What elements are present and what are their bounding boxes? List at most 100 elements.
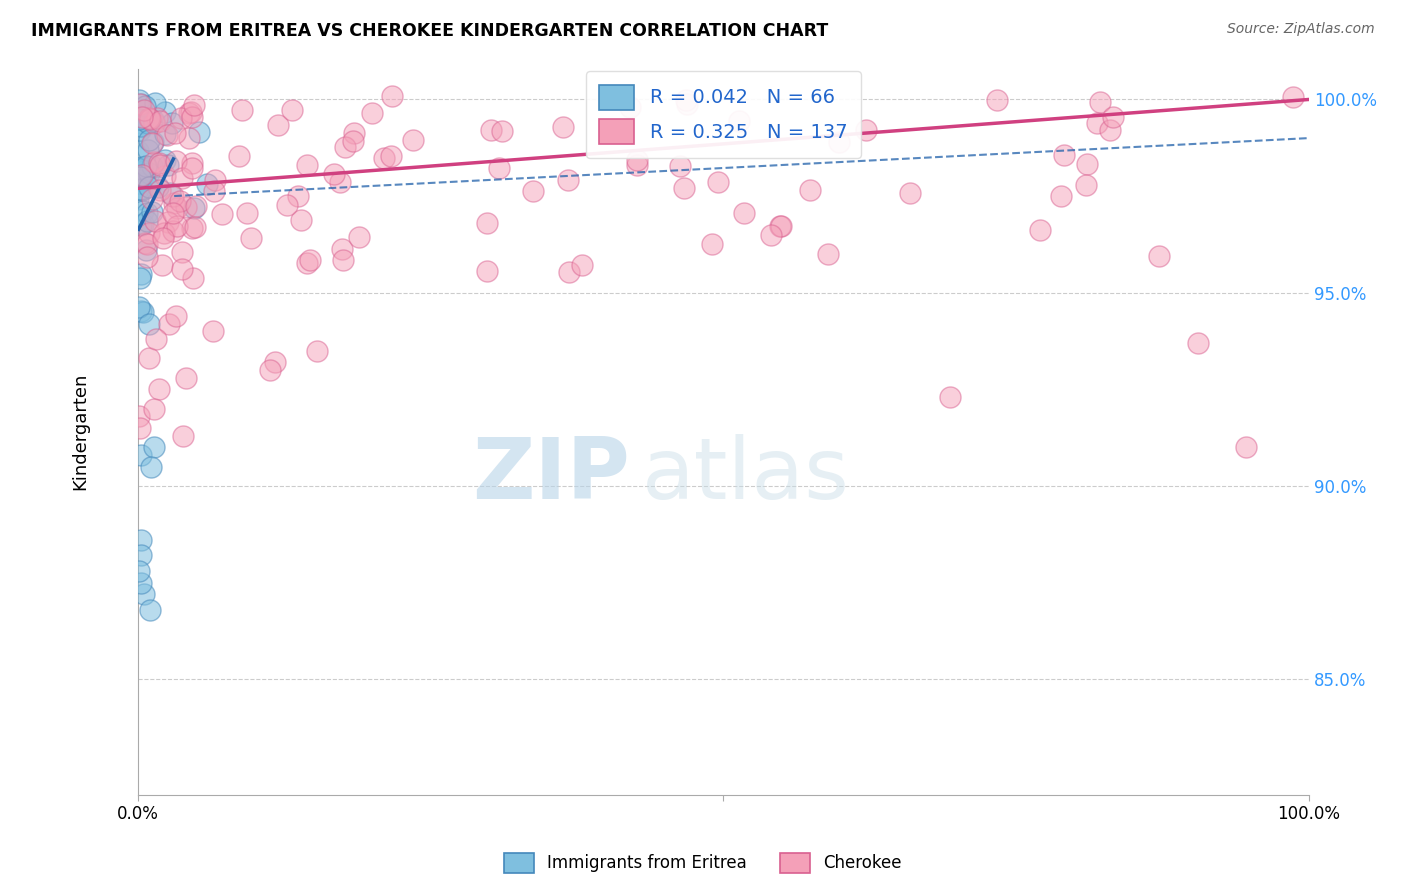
Point: [153, 169, 176, 183]
Point: [184, 199, 207, 213]
Point: [134, 236, 156, 251]
Point: [488, 161, 510, 175]
Point: [132, 203, 155, 218]
Point: [138, 132, 160, 146]
Point: [675, 97, 697, 112]
Point: [138, 351, 160, 366]
Point: [166, 219, 188, 234]
Point: [129, 116, 152, 130]
Point: [727, 113, 749, 128]
Point: [129, 271, 152, 285]
Point: [202, 184, 225, 198]
Point: [239, 231, 262, 245]
Point: [759, 228, 782, 243]
Point: [129, 182, 152, 196]
Point: [898, 186, 921, 201]
Point: [201, 324, 224, 338]
Point: [181, 221, 204, 235]
Point: [188, 125, 211, 139]
Point: [184, 220, 207, 235]
Point: [169, 194, 191, 209]
Point: [522, 184, 544, 198]
Point: [155, 153, 177, 168]
Point: [129, 421, 152, 435]
Point: [1050, 188, 1073, 202]
Point: [204, 172, 226, 186]
Point: [129, 304, 152, 318]
Point: [557, 173, 579, 187]
Point: [138, 317, 160, 331]
Point: [141, 205, 163, 219]
Point: [142, 440, 165, 454]
Point: [136, 214, 159, 228]
Point: [128, 564, 150, 578]
Point: [157, 317, 180, 331]
Point: [323, 168, 346, 182]
Point: [1028, 223, 1050, 237]
Point: [281, 103, 304, 117]
Point: [132, 587, 155, 601]
Point: [305, 343, 328, 358]
Point: [335, 140, 357, 154]
Point: [295, 158, 318, 172]
Point: [177, 131, 200, 145]
Point: [128, 93, 150, 107]
Point: [181, 271, 204, 285]
Point: [143, 401, 166, 416]
Point: [177, 105, 200, 120]
Point: [139, 602, 162, 616]
Point: [817, 246, 839, 260]
Point: [136, 116, 159, 130]
Point: [669, 160, 692, 174]
Point: [131, 163, 153, 178]
Point: [1053, 148, 1076, 162]
Point: [626, 158, 648, 172]
Point: [1088, 95, 1111, 109]
Point: [673, 180, 696, 194]
Point: [135, 159, 157, 173]
Point: [135, 244, 157, 258]
Point: [1076, 157, 1098, 171]
Point: [136, 236, 159, 251]
Y-axis label: Kindergarten: Kindergarten: [72, 373, 89, 491]
Point: [479, 122, 502, 136]
Point: [129, 549, 152, 563]
Point: [129, 219, 152, 233]
Point: [152, 258, 174, 272]
Point: [131, 110, 153, 124]
Point: [129, 575, 152, 590]
Point: [162, 224, 184, 238]
Point: [129, 109, 152, 123]
Point: [128, 176, 150, 190]
Point: [127, 182, 149, 196]
Point: [770, 219, 793, 234]
Point: [152, 231, 174, 245]
Point: [128, 301, 150, 315]
Point: [295, 256, 318, 270]
Point: [143, 116, 166, 130]
Point: [477, 216, 499, 230]
Point: [128, 112, 150, 126]
Point: [134, 103, 156, 117]
Point: [373, 151, 395, 165]
Point: [571, 258, 593, 272]
Point: [855, 122, 877, 136]
Point: [799, 183, 821, 197]
Point: [143, 114, 166, 128]
Point: [276, 198, 298, 212]
Point: [349, 230, 371, 244]
Point: [134, 99, 156, 113]
Point: [145, 112, 167, 126]
Point: [139, 112, 162, 126]
Point: [769, 219, 792, 233]
Point: [141, 160, 163, 174]
Point: [132, 217, 155, 231]
Text: Source: ZipAtlas.com: Source: ZipAtlas.com: [1227, 22, 1375, 37]
Point: [138, 227, 160, 241]
Point: [180, 111, 202, 125]
Point: [180, 156, 202, 170]
Point: [475, 264, 498, 278]
Point: [558, 265, 581, 279]
Point: [938, 390, 960, 404]
Point: [132, 112, 155, 127]
